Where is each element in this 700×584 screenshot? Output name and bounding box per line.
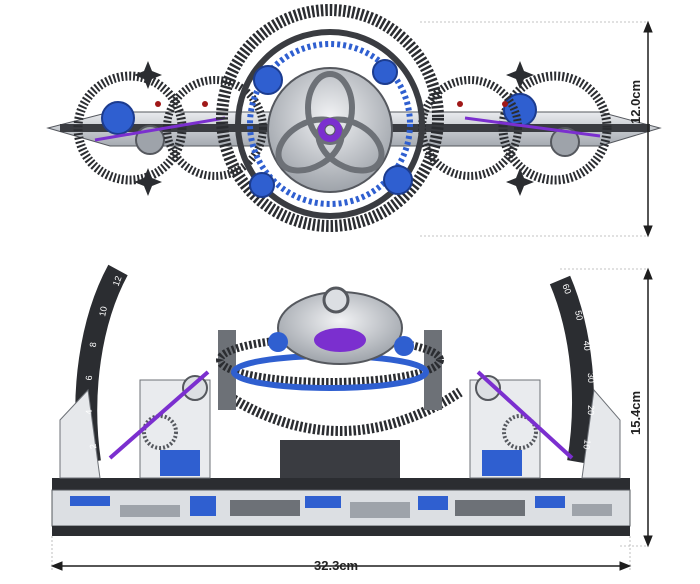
top-blue-gear-a: [253, 65, 283, 95]
front-base-top: [52, 478, 630, 490]
right-dial-tick-3: 30: [586, 373, 596, 383]
front-center-left-frame: [218, 330, 236, 410]
top-blue-gear-c: [249, 172, 275, 198]
top-jewel-1: [155, 101, 161, 107]
dimension-arrows: [50, 20, 653, 571]
dim-width-label: 32.3cm: [314, 558, 359, 573]
top-star-left-lower: [134, 168, 162, 196]
front-center-bowl: [219, 387, 463, 436]
top-right-blue-gear: [503, 93, 537, 127]
right-dial-tick-0: 60: [560, 283, 573, 296]
right-dial-arc: [549, 275, 594, 464]
front-cage-top: [322, 286, 350, 314]
front-center-ring: [216, 334, 444, 386]
top-jewel-4: [502, 101, 508, 107]
front-right-support: [581, 388, 621, 479]
left-dial-tick-1: 10: [97, 305, 109, 317]
left-dial-tick-5: 2: [88, 443, 99, 449]
dim-top-height-label: 12.0cm: [628, 79, 643, 124]
front-left-support: [59, 388, 101, 479]
top-left-outer-gear: [73, 71, 187, 185]
front-view: [51, 264, 631, 536]
top-blue-gear-d: [383, 165, 413, 195]
top-central-outer-ring: [216, 4, 444, 232]
top-right-outer-gear: [498, 71, 612, 185]
top-left-mid-wheel: [163, 76, 267, 180]
top-central-hub: [324, 124, 336, 136]
right-dial-tick-1: 50: [573, 309, 585, 321]
left-dial-tick-3: 6: [84, 375, 94, 380]
left-dial-tick-4: 4: [84, 409, 94, 414]
right-dial-ticks: 60 50 40 30 20 10: [560, 283, 596, 451]
top-jewel-2: [202, 101, 208, 107]
top-left-blue-gear: [101, 101, 135, 135]
top-blue-gear-b: [372, 59, 398, 85]
left-dial-tick-2: 8: [88, 342, 98, 348]
front-right-purple-hand: [476, 370, 574, 460]
top-right-mid-wheel: [418, 76, 522, 180]
top-left-purple-hand: [94, 116, 226, 142]
dimension-guides: [51, 21, 648, 570]
front-cage-purple: [314, 328, 366, 352]
left-dial-tick-0: 12: [111, 275, 124, 288]
dim-front-height-label: 15.4cm: [628, 390, 643, 435]
top-right-grey-gear: [550, 127, 580, 157]
front-right-tower: [469, 375, 541, 479]
top-view: [46, 4, 662, 232]
right-dial-tick-4: 20: [586, 405, 596, 415]
top-star-left-upper: [134, 61, 162, 89]
top-central-inner-ring: [235, 29, 425, 219]
right-dial-tick-5: 10: [581, 439, 592, 450]
front-left-purple-hand: [108, 370, 210, 460]
top-right-purple-hand: [464, 116, 601, 138]
right-dial-tick-2: 40: [581, 340, 592, 351]
left-dial-ticks: 12 10 8 6 4 2: [84, 275, 124, 450]
front-left-tower: [139, 375, 211, 479]
front-cage-blue-a: [268, 332, 288, 352]
front-center-pedestal: [280, 440, 400, 478]
top-jewel-3: [457, 101, 463, 107]
front-base-bottom: [52, 526, 630, 536]
top-central-blue-ring: [247, 41, 413, 207]
top-star-right-lower: [506, 168, 534, 196]
front-cage-blue-b: [394, 336, 414, 356]
top-star-right-upper: [506, 61, 534, 89]
front-base-gears: [70, 496, 612, 518]
